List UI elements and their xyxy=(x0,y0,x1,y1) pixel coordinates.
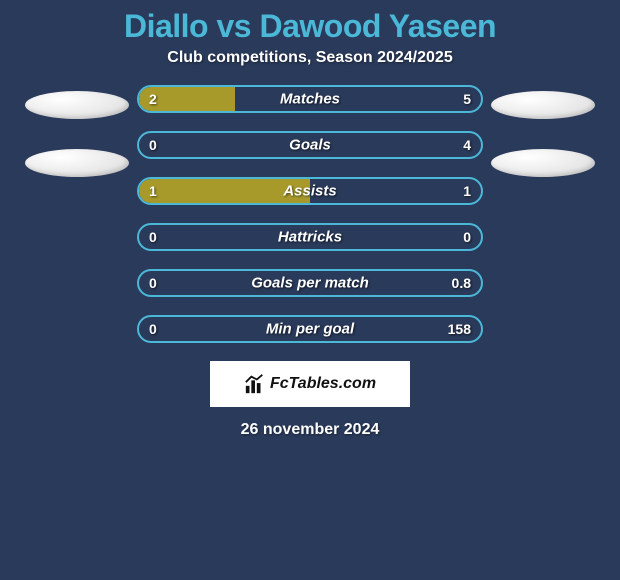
player-photo-placeholder xyxy=(491,91,595,119)
stat-value-left: 0 xyxy=(149,137,157,153)
stat-value-right: 5 xyxy=(463,91,471,107)
stat-value-right: 4 xyxy=(463,137,471,153)
team-logo-placeholder xyxy=(491,149,595,177)
stats-area: 2 Matches 5 0 Goals 4 1 Assists 1 0 Hattricks 0 0 Goa… xyxy=(0,85,620,343)
page-title: Diallo vs Dawood Yaseen xyxy=(124,8,496,45)
page-subtitle: Club competitions, Season 2024/2025 xyxy=(167,49,452,67)
date-text: 26 november 2024 xyxy=(241,421,380,439)
stat-row: 0 Goals 4 xyxy=(137,131,483,159)
stat-label: Hattricks xyxy=(278,229,342,246)
stat-value-right: 1 xyxy=(463,183,471,199)
stat-label: Goals xyxy=(289,137,331,154)
stat-row: 0 Hattricks 0 xyxy=(137,223,483,251)
comparison-card: Diallo vs Dawood Yaseen Club competition… xyxy=(0,0,620,439)
stat-value-right: 0.8 xyxy=(452,275,471,291)
stat-label: Min per goal xyxy=(266,321,354,338)
player-photo-placeholder xyxy=(25,91,129,119)
stat-label: Goals per match xyxy=(251,275,369,292)
site-logo[interactable]: FcTables.com xyxy=(210,361,410,407)
logo-text: FcTables.com xyxy=(270,375,376,393)
chart-icon xyxy=(244,373,266,395)
stat-row: 1 Assists 1 xyxy=(137,177,483,205)
stat-value-left: 1 xyxy=(149,183,157,199)
stat-value-left: 0 xyxy=(149,321,157,337)
stat-row: 0 Min per goal 158 xyxy=(137,315,483,343)
stat-label: Matches xyxy=(280,91,340,108)
team-logo-placeholder xyxy=(25,149,129,177)
left-player-col xyxy=(17,85,137,177)
stat-label: Assists xyxy=(283,183,336,200)
stat-value-left: 2 xyxy=(149,91,157,107)
stat-row: 0 Goals per match 0.8 xyxy=(137,269,483,297)
stat-value-left: 0 xyxy=(149,229,157,245)
stat-value-left: 0 xyxy=(149,275,157,291)
right-player-col xyxy=(483,85,603,177)
stat-bars: 2 Matches 5 0 Goals 4 1 Assists 1 0 Hattricks 0 0 Goa… xyxy=(137,85,483,343)
stat-value-right: 158 xyxy=(448,321,471,337)
stat-row: 2 Matches 5 xyxy=(137,85,483,113)
stat-value-right: 0 xyxy=(463,229,471,245)
